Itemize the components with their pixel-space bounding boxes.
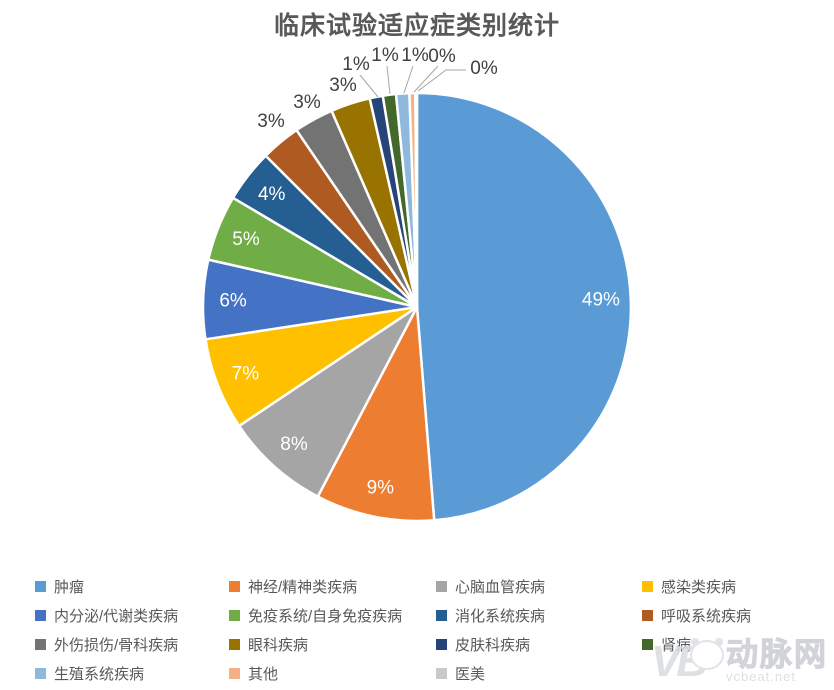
legend-item-1: 神经/精神类疾病 <box>229 575 357 597</box>
legend-item-0: 肿瘤 <box>35 575 84 597</box>
pie-label-6: 4% <box>258 184 286 205</box>
legend-label-6: 消化系统疾病 <box>455 607 546 625</box>
legend-swatch-3 <box>642 580 653 592</box>
legend-label-4: 内分泌/代谢类疾病 <box>54 607 179 625</box>
legend-label-5: 免疫系统/自身免疫疾病 <box>248 607 403 625</box>
pie-label-0: 49% <box>582 290 620 311</box>
legend-label-0: 肿瘤 <box>54 578 85 596</box>
leader-line-12 <box>403 65 414 94</box>
legend-swatch-10 <box>436 638 447 650</box>
legend-label-8: 外伤损伤/骨科疾病 <box>54 636 179 654</box>
legend-item-8: 外伤损伤/骨科疾病 <box>35 633 178 655</box>
pie-label-4: 6% <box>219 290 247 311</box>
legend-item-6: 消化系统疾病 <box>436 604 545 626</box>
pie-label-11: 1% <box>371 45 399 66</box>
legend-swatch-4 <box>35 609 46 621</box>
pie-slice-2 <box>237 305 419 498</box>
legend-swatch-12 <box>35 667 46 679</box>
legend-item-9: 眼科疾病 <box>229 633 308 655</box>
pie-label-5: 5% <box>232 229 260 250</box>
legend-label-9: 眼科疾病 <box>248 636 309 654</box>
legend-swatch-9 <box>229 638 240 650</box>
pie-label-1: 9% <box>367 477 395 498</box>
legend-label-1: 神经/精神类疾病 <box>248 578 358 596</box>
legend-swatch-14 <box>436 667 447 679</box>
legend-label-12: 生殖系统疾病 <box>54 665 145 683</box>
legend-swatch-6 <box>436 609 447 621</box>
pie-label-2: 8% <box>280 434 308 455</box>
legend-swatch-8 <box>35 638 46 650</box>
pie-label-3: 7% <box>232 364 260 385</box>
legend-swatch-7 <box>642 609 653 621</box>
legend-label-11: 肾病 <box>661 636 692 654</box>
legend-item-14: 医美 <box>436 662 485 684</box>
legend-swatch-11 <box>642 638 653 650</box>
legend-item-5: 免疫系统/自身免疫疾病 <box>229 604 402 626</box>
legend-label-3: 感染类疾病 <box>661 578 737 596</box>
leader-line-10 <box>359 74 379 98</box>
leader-line-11 <box>386 65 391 95</box>
legend-swatch-0 <box>35 580 46 592</box>
legend-label-7: 呼吸系统疾病 <box>661 607 752 625</box>
legend-swatch-1 <box>229 580 240 592</box>
chart-title: 临床试验适应症类别统计 <box>273 12 560 40</box>
legend-swatch-13 <box>229 667 240 679</box>
leader-line-13 <box>413 65 439 93</box>
legend-label-10: 皮肤科疾病 <box>455 636 531 654</box>
legend-swatch-5 <box>229 609 240 621</box>
pie-chart: 49%9%8%7%6%5%4%3%3%3%1% 1% 1% 0%0% <box>201 45 633 523</box>
pie-label-9: 3% <box>329 75 357 96</box>
pie-label-13: 0% <box>428 46 456 67</box>
pie-label-8: 3% <box>293 92 321 113</box>
legend-label-2: 心脑血管疾病 <box>455 578 546 596</box>
chart-legend: 肿瘤 神经/精神类疾病 心脑血管疾病 感染类疾病内分泌/代谢类疾病 免疫系统/自身免疫疾… <box>0 568 834 690</box>
legend-item-11: 肾病 <box>642 633 691 655</box>
pie-label-14: 0% <box>470 58 498 79</box>
pie-slice-0 <box>415 91 633 522</box>
pie-slice-14 <box>414 91 419 309</box>
legend-item-7: 呼吸系统疾病 <box>642 604 751 626</box>
legend-item-13: 其他 <box>229 662 278 684</box>
legend-item-3: 感染类疾病 <box>642 575 736 597</box>
leader-line-14 <box>417 69 466 92</box>
legend-label-14: 医美 <box>455 665 486 683</box>
legend-item-4: 内分泌/代谢类疾病 <box>35 604 178 626</box>
legend-swatch-2 <box>436 580 447 592</box>
legend-item-12: 生殖系统疾病 <box>35 662 144 684</box>
pie-label-10: 1% <box>342 54 370 75</box>
pie-label-12: 1% <box>401 45 429 66</box>
legend-item-10: 皮肤科疾病 <box>436 633 530 655</box>
legend-label-13: 其他 <box>248 665 279 683</box>
legend-item-2: 心脑血管疾病 <box>436 575 545 597</box>
pie-label-7: 3% <box>257 111 285 132</box>
pie-slice-1 <box>316 305 436 523</box>
